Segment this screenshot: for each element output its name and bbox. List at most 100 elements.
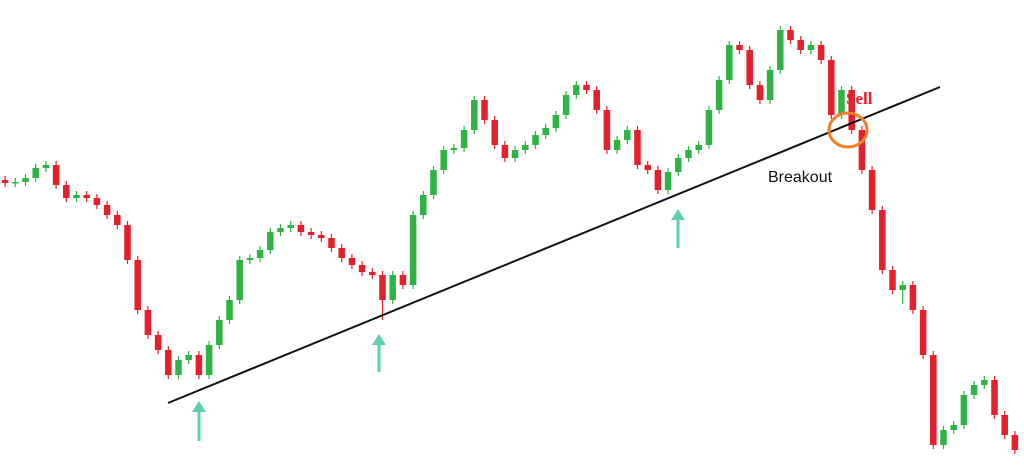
candle-body	[675, 158, 682, 172]
candle-body	[318, 235, 325, 238]
candle-body	[195, 355, 203, 375]
support-arrows	[192, 209, 685, 441]
candle-body	[715, 80, 723, 110]
candle-body	[858, 130, 866, 170]
breakout-circle	[827, 111, 869, 149]
candle-body	[12, 182, 19, 184]
candle-body	[52, 165, 60, 185]
candle-body	[73, 195, 80, 198]
candle-body	[409, 215, 417, 285]
candle-body	[63, 185, 70, 198]
trendline	[167, 86, 941, 404]
candle-body	[828, 60, 835, 115]
candle-body	[573, 85, 580, 95]
candle-body	[246, 258, 254, 260]
candle-body	[165, 350, 172, 375]
candle-body	[756, 85, 764, 100]
candle-body	[93, 198, 101, 205]
candle-body	[83, 195, 90, 198]
candle-body	[420, 195, 427, 215]
candle-body	[542, 128, 549, 135]
candle-body	[532, 135, 539, 145]
arrow	[671, 209, 685, 248]
candle-body	[338, 248, 345, 258]
candle-body	[746, 50, 753, 85]
candle-body	[562, 95, 570, 115]
breakout-label: Breakout	[768, 169, 833, 186]
candle-body	[981, 380, 988, 385]
candle-body	[930, 355, 937, 445]
candle-body	[297, 225, 305, 232]
candle-body	[817, 45, 825, 60]
candle-body	[460, 130, 468, 148]
candle-body	[919, 310, 927, 355]
candle-body	[348, 258, 356, 265]
candle-body	[32, 168, 39, 178]
candle-body	[613, 140, 621, 150]
candle-body	[430, 170, 437, 195]
candle-body	[868, 170, 876, 210]
candle-body	[124, 225, 131, 260]
candle-body	[236, 260, 243, 300]
arrow	[372, 334, 386, 372]
candle-body	[889, 270, 896, 290]
candle-body	[726, 45, 733, 80]
candle-body	[369, 272, 376, 275]
candle-body	[879, 210, 886, 270]
candle-body	[389, 275, 396, 300]
candle-body	[42, 165, 50, 168]
sell-label: Sell	[846, 89, 873, 108]
candle-body	[970, 385, 978, 395]
candle-body	[144, 310, 152, 335]
candle-body	[491, 120, 498, 145]
candle-body	[522, 145, 529, 150]
candle-body	[307, 232, 315, 235]
candle-body	[807, 45, 815, 50]
candle-body	[205, 345, 213, 375]
candle-body	[379, 275, 386, 300]
candle-body	[644, 165, 651, 170]
candle-body	[1, 180, 9, 183]
candle-body	[624, 130, 631, 140]
candle-body	[991, 380, 998, 415]
candle-body	[481, 100, 488, 120]
candle-body	[695, 145, 702, 150]
candle-body	[848, 90, 855, 130]
candle-body	[654, 170, 662, 190]
candle-body	[899, 285, 906, 290]
candle-body	[226, 300, 233, 320]
candle-body	[175, 360, 182, 375]
candle-body	[134, 260, 141, 310]
candle-body	[358, 265, 366, 272]
candle-body	[685, 150, 692, 158]
candle-body	[787, 30, 794, 40]
candle-body	[664, 172, 672, 190]
candle-body	[766, 70, 774, 100]
candle-body	[1011, 435, 1019, 450]
arrow	[192, 401, 206, 441]
candle-body	[777, 30, 784, 70]
candle-body	[328, 238, 335, 248]
candle-body	[103, 205, 111, 215]
candle-body	[440, 150, 447, 170]
candle-body	[736, 45, 743, 50]
candle-body	[1001, 415, 1008, 435]
candle-body	[552, 115, 560, 128]
candle-body	[154, 335, 162, 350]
candle-body	[838, 90, 845, 115]
candle-body	[114, 215, 121, 225]
candle-body	[501, 145, 509, 158]
candle-body	[450, 148, 458, 150]
candles	[1, 26, 1019, 454]
candle-body	[603, 110, 611, 150]
candle-body	[511, 150, 519, 158]
candle-body	[216, 320, 223, 345]
candle-body	[797, 40, 804, 50]
candle-body	[287, 225, 294, 228]
candle-body	[909, 285, 917, 310]
candle-body	[705, 110, 713, 145]
candle-body	[267, 232, 274, 250]
candle-body	[593, 90, 600, 110]
candle-body	[22, 178, 29, 182]
